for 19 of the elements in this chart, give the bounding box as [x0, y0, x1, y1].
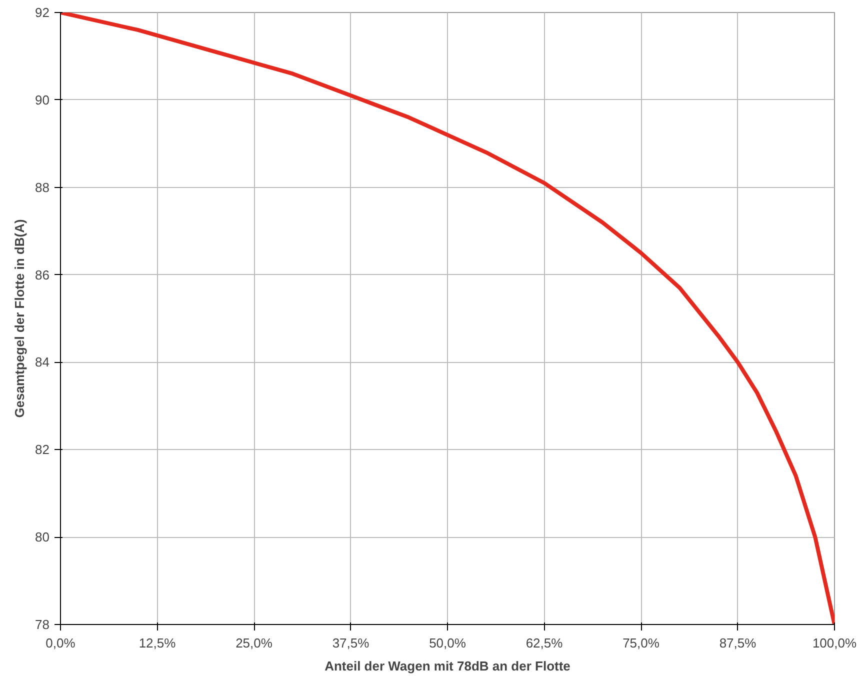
x-tick-label: 100,0% — [812, 636, 857, 650]
y-tick-label: 78 — [35, 617, 50, 632]
y-tick-label: 80 — [35, 530, 50, 545]
x-tick-label: 25,0% — [236, 636, 273, 650]
y-tick-label: 82 — [35, 442, 50, 458]
x-tick-label: 87,5% — [719, 636, 757, 650]
x-axis-title: Anteil der Wagen mit 78dB an der Flotte — [324, 658, 570, 674]
y-axis-title: Gesamtpegel der Flotte in dB(A) — [12, 219, 28, 418]
x-tick-label: 50,0% — [429, 636, 466, 650]
x-tick-label: 62,5% — [526, 636, 564, 650]
y-tick-label: 84 — [35, 354, 50, 370]
y-tick-label: 92 — [35, 5, 50, 20]
x-tick-label: 12,5% — [138, 636, 176, 650]
x-tick-label: 37,5% — [332, 636, 370, 650]
y-tick-label: 86 — [35, 267, 50, 282]
x-tick-label: 75,0% — [622, 636, 660, 650]
y-tick-label: 88 — [35, 180, 50, 195]
y-tick-label: 90 — [35, 92, 50, 108]
x-tick-label: 0,0% — [46, 636, 76, 650]
